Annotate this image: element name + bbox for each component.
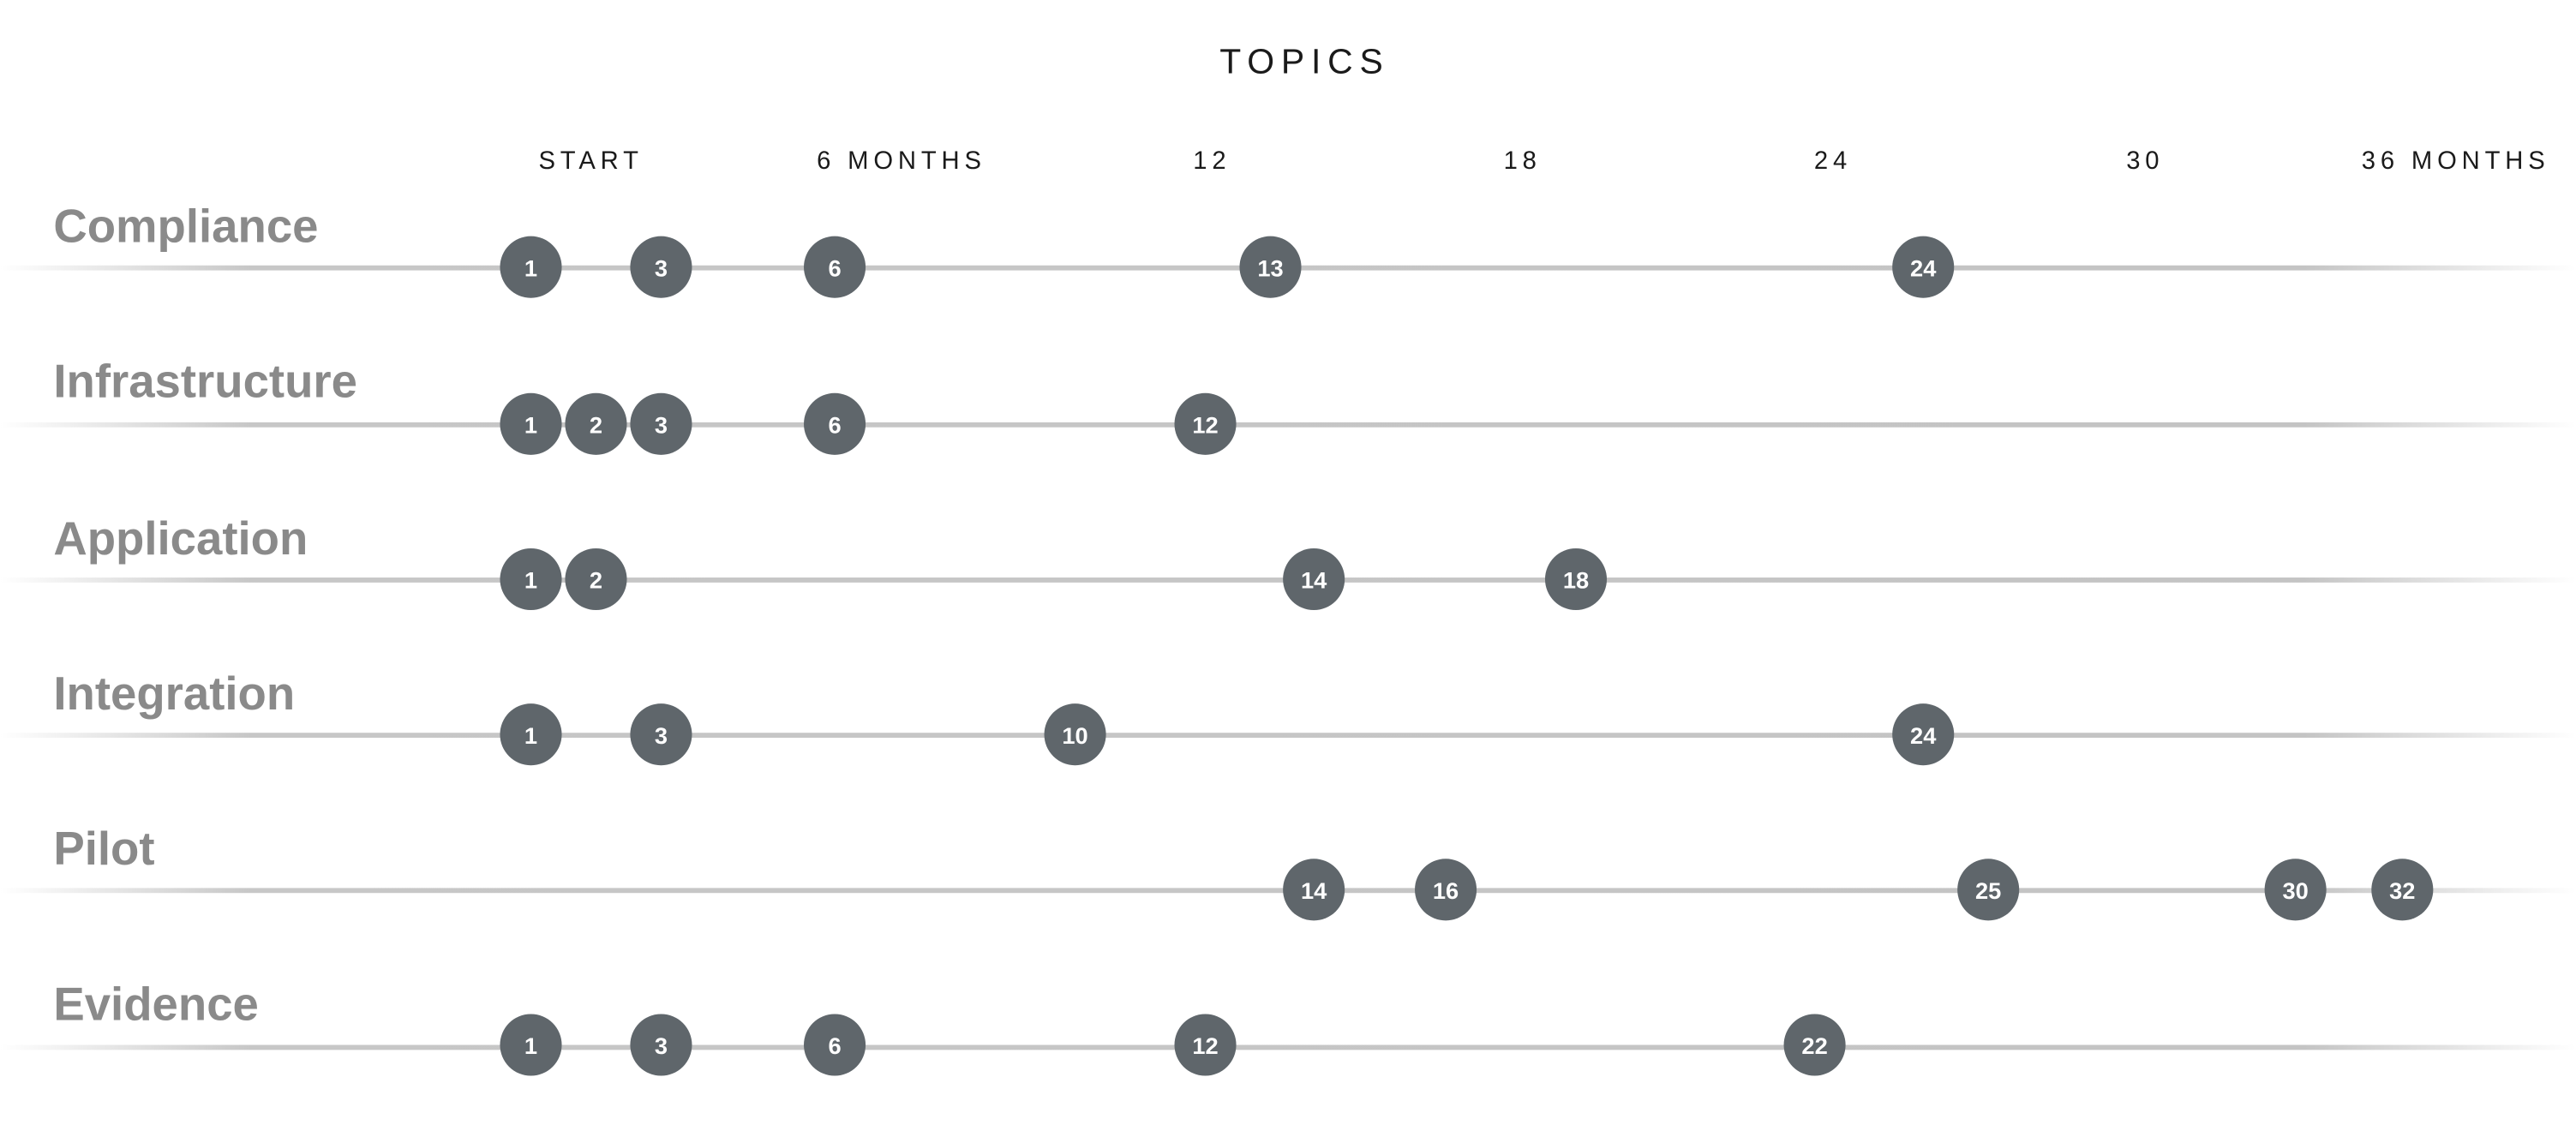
milestone-marker: 3 [630, 1014, 692, 1076]
milestone-marker: 2 [565, 392, 627, 455]
milestone-marker: 1 [500, 703, 562, 766]
milestone-marker: 14 [1283, 548, 1345, 611]
topic-label: Integration [53, 667, 296, 720]
milestone-marker: 22 [1783, 1014, 1846, 1076]
axis-tick-18: 18 [1503, 147, 1542, 176]
milestone-marker: 6 [804, 392, 866, 455]
topic-row-integration: Integration 1 3 10 24 [0, 667, 2576, 823]
milestone-marker: 25 [1957, 859, 2020, 921]
milestone-marker: 6 [804, 236, 866, 298]
milestone-marker: 12 [1174, 392, 1237, 455]
topic-label: Evidence [53, 978, 259, 1030]
milestone-marker: 12 [1174, 1014, 1237, 1076]
topic-label: Infrastructure [53, 355, 357, 408]
milestone-marker: 3 [630, 703, 692, 766]
milestone-marker: 24 [1892, 236, 1955, 298]
milestone-marker: 3 [630, 236, 692, 298]
milestone-marker: 6 [804, 1014, 866, 1076]
milestone-marker: 13 [1239, 236, 1302, 298]
milestone-marker: 32 [2371, 859, 2434, 921]
topic-row-evidence: Evidence 1 3 6 12 22 [0, 978, 2576, 1134]
milestone-marker: 18 [1544, 548, 1608, 611]
topic-track-line [0, 422, 2576, 428]
milestone-marker: 16 [1415, 859, 1477, 921]
axis-tick-30: 30 [2126, 147, 2165, 176]
diagram-title: TOPICS [1219, 43, 1390, 82]
axis-tick-start: START [538, 147, 644, 176]
milestone-marker: 3 [630, 392, 692, 455]
axis-tick-36-months: 36 MONTHS [2361, 147, 2550, 176]
milestone-marker: 24 [1892, 703, 1955, 766]
topic-row-infrastructure: Infrastructure 1 2 3 6 12 [0, 356, 2576, 511]
topic-track-line [0, 1044, 2576, 1050]
topic-row-application: Application 1 2 14 18 [0, 512, 2576, 667]
milestone-marker: 14 [1283, 859, 1345, 921]
milestone-marker: 1 [500, 392, 562, 455]
milestone-marker: 30 [2264, 859, 2327, 921]
milestone-marker: 2 [565, 548, 627, 611]
axis-tick-12: 12 [1193, 147, 1231, 176]
axis-tick-6-months: 6 MONTHS [817, 147, 986, 176]
topic-track-line [0, 733, 2576, 739]
milestone-marker: 1 [500, 1014, 562, 1076]
topic-row-compliance: Compliance 1 3 6 13 24 [0, 200, 2576, 356]
topic-label: Pilot [53, 823, 155, 875]
topic-row-pilot: Pilot 14 16 25 30 32 [0, 823, 2576, 978]
milestone-marker: 1 [500, 548, 562, 611]
topic-label: Compliance [53, 200, 319, 253]
topic-label: Application [53, 512, 309, 565]
axis-tick-24: 24 [1813, 147, 1853, 176]
milestone-marker: 10 [1044, 703, 1106, 766]
milestone-marker: 1 [500, 236, 562, 298]
